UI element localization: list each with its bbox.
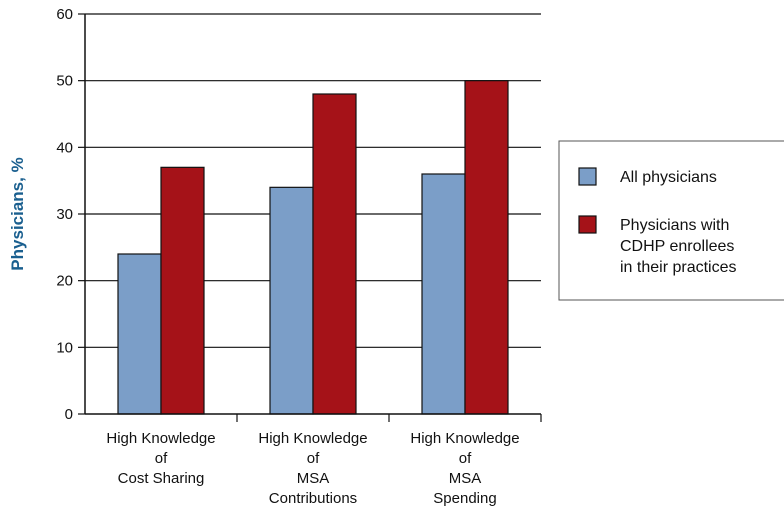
- legend-label: CDHP enrollees: [620, 238, 734, 255]
- y-axis-ticks: 0 10 20 30 40 50 60: [56, 6, 85, 423]
- x-tick-label: of: [459, 450, 472, 467]
- legend-label: All physicians: [620, 169, 717, 186]
- bar: [421, 173, 466, 415]
- x-tick-label: High Knowledge: [410, 430, 519, 447]
- y-tick-label: 30: [56, 206, 73, 223]
- x-tick-label: High Knowledge: [258, 430, 367, 447]
- x-tick-label: Cost Sharing: [118, 470, 205, 487]
- y-tick-label: 10: [56, 339, 73, 356]
- y-tick-label: 60: [56, 6, 73, 23]
- y-axis-label: Physicians, %: [8, 157, 27, 270]
- y-tick-label: 40: [56, 139, 73, 156]
- x-tick-label: of: [307, 450, 320, 467]
- legend-swatch: [578, 215, 597, 234]
- y-tick-label: 0: [65, 406, 73, 423]
- legend-swatch: [578, 167, 597, 186]
- x-tick-label: Spending: [433, 490, 496, 507]
- x-tick-label: MSA: [297, 470, 330, 487]
- bar: [160, 166, 205, 415]
- bar: [312, 93, 357, 415]
- bar: [269, 186, 314, 415]
- bar: [117, 253, 162, 415]
- y-tick-label: 20: [56, 273, 73, 290]
- x-tick-label: of: [155, 450, 168, 467]
- x-tick-label: MSA: [449, 470, 482, 487]
- legend-label: Physicians with: [620, 217, 729, 234]
- x-axis-labels: High Knowledge of Cost Sharing High Knowled…: [106, 414, 542, 507]
- legend-label: in their practices: [620, 259, 737, 276]
- x-tick-label: Contributions: [269, 490, 357, 507]
- x-tick-label: High Knowledge: [106, 430, 215, 447]
- y-tick-label: 50: [56, 73, 73, 90]
- bar: [464, 80, 509, 415]
- bars: [117, 80, 509, 415]
- legend: All physicians Physicians with CDHP enroll…: [558, 140, 784, 301]
